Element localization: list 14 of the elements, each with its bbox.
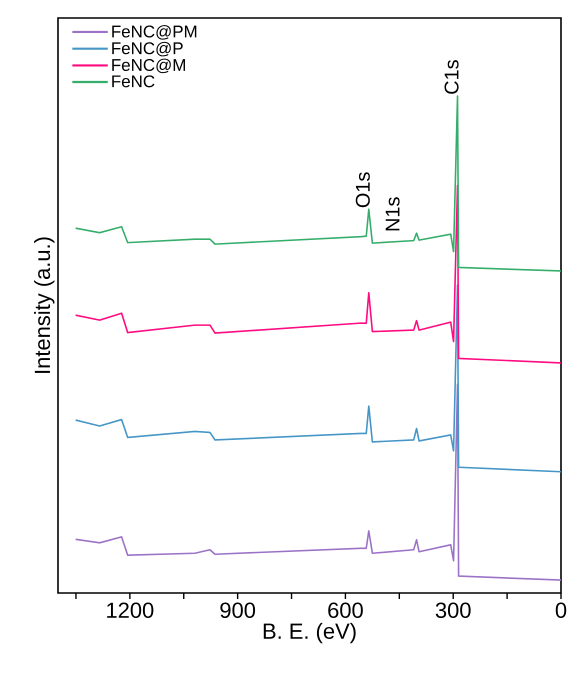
annotation: C1s bbox=[444, 60, 459, 94]
x-tick-label: 0 bbox=[556, 602, 566, 618]
legend-label: FeNC@M bbox=[112, 58, 185, 74]
x-tick-label: 300 bbox=[436, 602, 471, 618]
x-tick-label: 1200 bbox=[107, 602, 154, 618]
x-tick-label: 900 bbox=[220, 602, 256, 618]
x-tick-label: 600 bbox=[328, 602, 363, 618]
legend-label: FeNC@PM bbox=[112, 25, 196, 40]
legend-label: FeNC bbox=[112, 75, 154, 88]
legend-label: FeNC@P bbox=[112, 42, 183, 56]
y-axis-title: Intensity (a.u.) bbox=[34, 237, 54, 373]
x-axis-title: B. E. (eV) bbox=[264, 622, 356, 644]
annotation: O1s bbox=[356, 172, 370, 208]
annotation: N1s bbox=[386, 197, 400, 230]
